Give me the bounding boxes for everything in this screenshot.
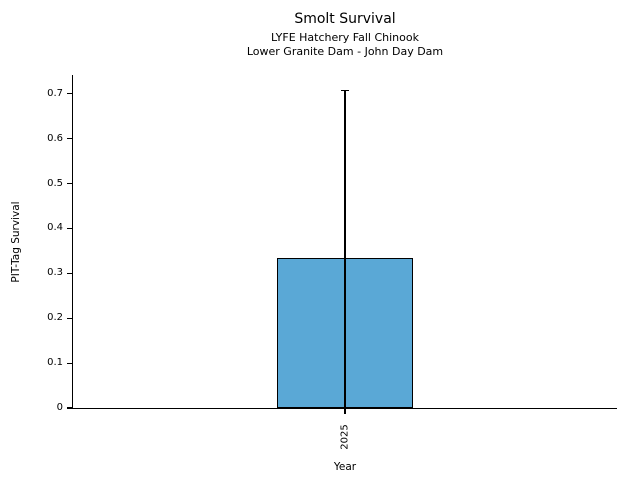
y-tick-label: 0.4 xyxy=(47,222,63,234)
chart-subtitle-line2: Lower Granite Dam - John Day Dam xyxy=(246,45,444,58)
chart-title: Smolt Survival xyxy=(294,11,396,27)
y-tick-label: 0.3 xyxy=(47,267,63,279)
y-axis-spine xyxy=(71,75,74,409)
y-tick-label: 0.2 xyxy=(47,312,63,324)
y-tick xyxy=(67,407,72,409)
y-tick xyxy=(67,272,72,274)
y-tick xyxy=(67,183,72,185)
error-bar-cap-top xyxy=(341,89,349,92)
y-tick xyxy=(67,362,72,364)
x-axis-spine xyxy=(71,407,618,409)
y-tick-label: 0.5 xyxy=(47,177,63,189)
y-tick-label: 0 xyxy=(56,402,63,413)
y-tick-label: 0.7 xyxy=(47,87,63,99)
y-tick xyxy=(67,93,72,95)
chart-subtitle-line1: LYFE Hatchery Fall Chinook xyxy=(271,31,419,44)
y-tick xyxy=(67,317,72,319)
x-tick xyxy=(344,409,346,414)
x-tick-label: 2025 xyxy=(339,424,351,450)
y-axis-label: PIT-Tag Survival xyxy=(10,201,22,283)
y-tick xyxy=(67,227,72,230)
x-axis-label: Year xyxy=(333,461,357,473)
y-tick-label: 0.1 xyxy=(47,357,63,369)
error-bar-line xyxy=(344,90,346,408)
y-tick-label: 0.6 xyxy=(47,132,63,144)
y-tick xyxy=(67,138,72,140)
